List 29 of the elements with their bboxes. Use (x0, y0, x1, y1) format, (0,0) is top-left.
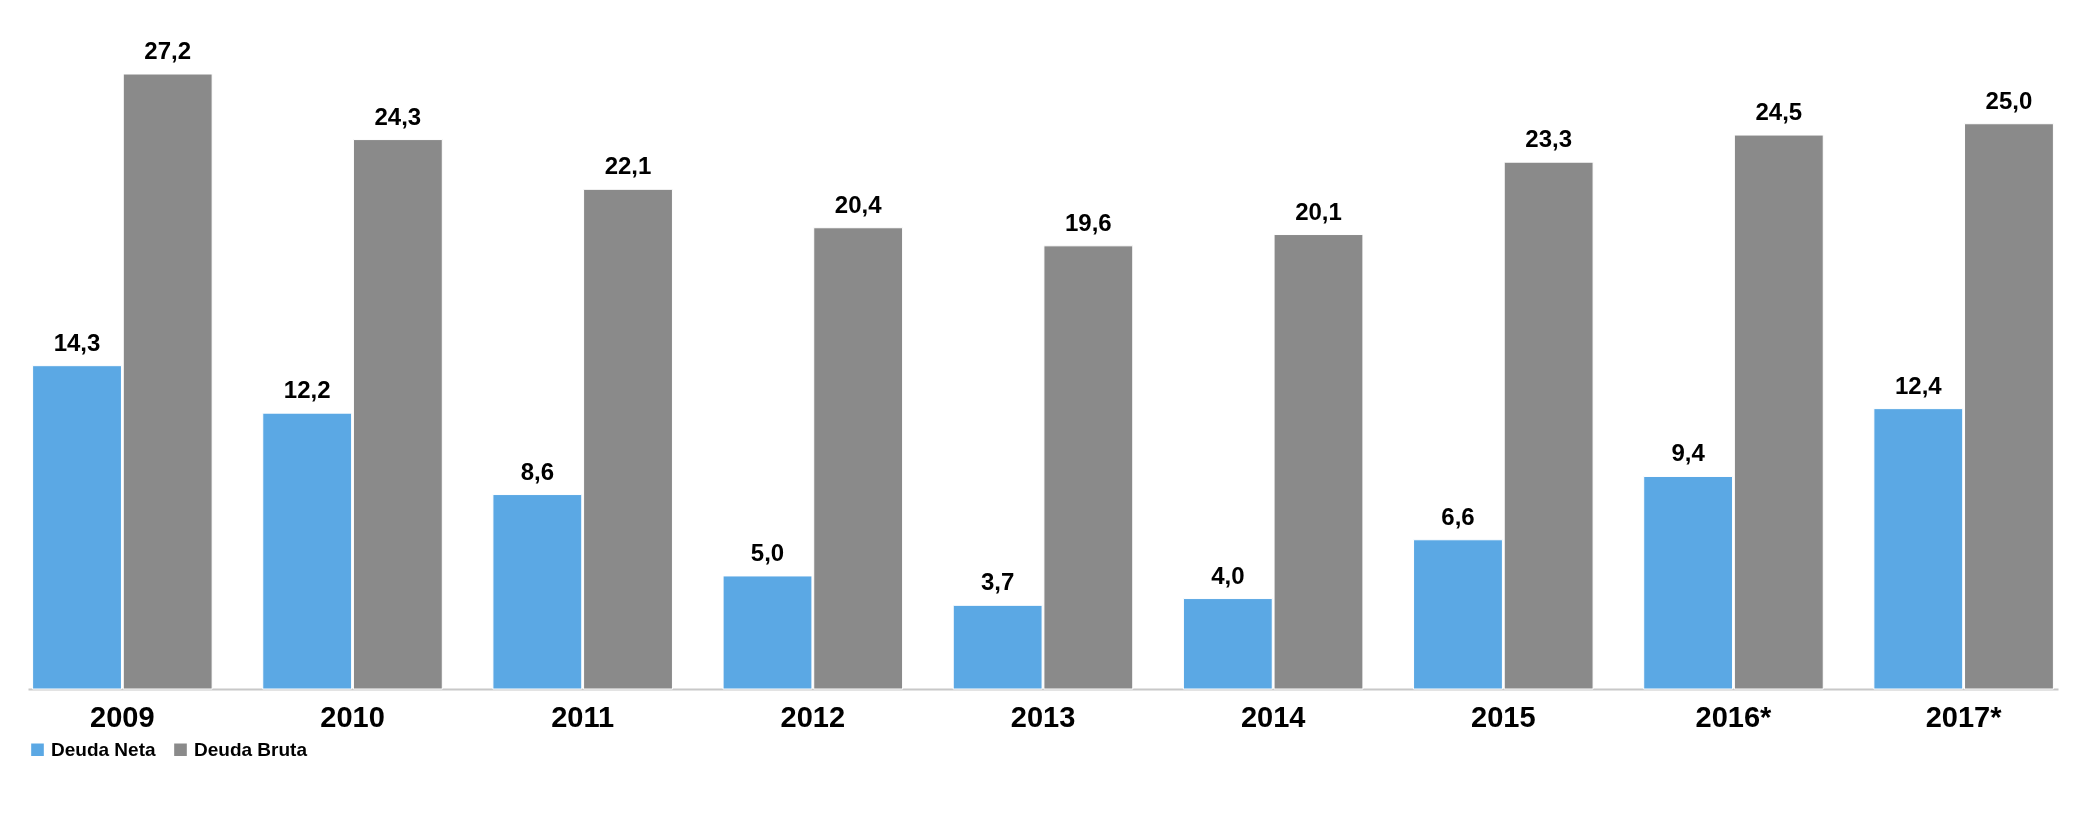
data-label: 20,1 (1295, 197, 1342, 225)
data-label: 6,6 (1441, 502, 1475, 530)
x-tick-label: 2015 (1471, 700, 1536, 733)
data-label: 25,0 (1985, 86, 2033, 114)
legend-label: Deuda Bruta (194, 738, 308, 760)
data-label: 5,0 (750, 538, 785, 566)
data-label: 20,4 (834, 190, 883, 218)
data-label: 3,7 (980, 568, 1015, 596)
data-label: 4,0 (1211, 561, 1245, 589)
data-label: 12,4 (1894, 371, 1943, 399)
data-label: 12,2 (283, 376, 331, 404)
data-label: 23,3 (1525, 125, 1573, 153)
data-label: 22,1 (604, 152, 652, 180)
x-tick-label: 2009 (90, 700, 155, 733)
x-tick-label: 2012 (780, 700, 846, 733)
x-tick-label: 2014 (1240, 700, 1306, 733)
data-label: 24,3 (374, 102, 422, 130)
data-label: 14,3 (53, 328, 101, 356)
x-tick-label: 2011 (551, 700, 615, 733)
x-tick-label: 2013 (1010, 700, 1076, 733)
data-label: 27,2 (144, 37, 192, 64)
data-label: 19,6 (1064, 208, 1112, 236)
data-label: 24,5 (1755, 98, 1803, 126)
data-label: 8,6 (520, 457, 555, 485)
x-tick-label: 2017* (1925, 700, 2003, 733)
data-label: 9,4 (1671, 439, 1706, 467)
x-tick-label: 2016* (1695, 700, 1773, 733)
x-tick-label: 2010 (320, 700, 385, 733)
legend-label: Deuda Neta (51, 738, 156, 760)
